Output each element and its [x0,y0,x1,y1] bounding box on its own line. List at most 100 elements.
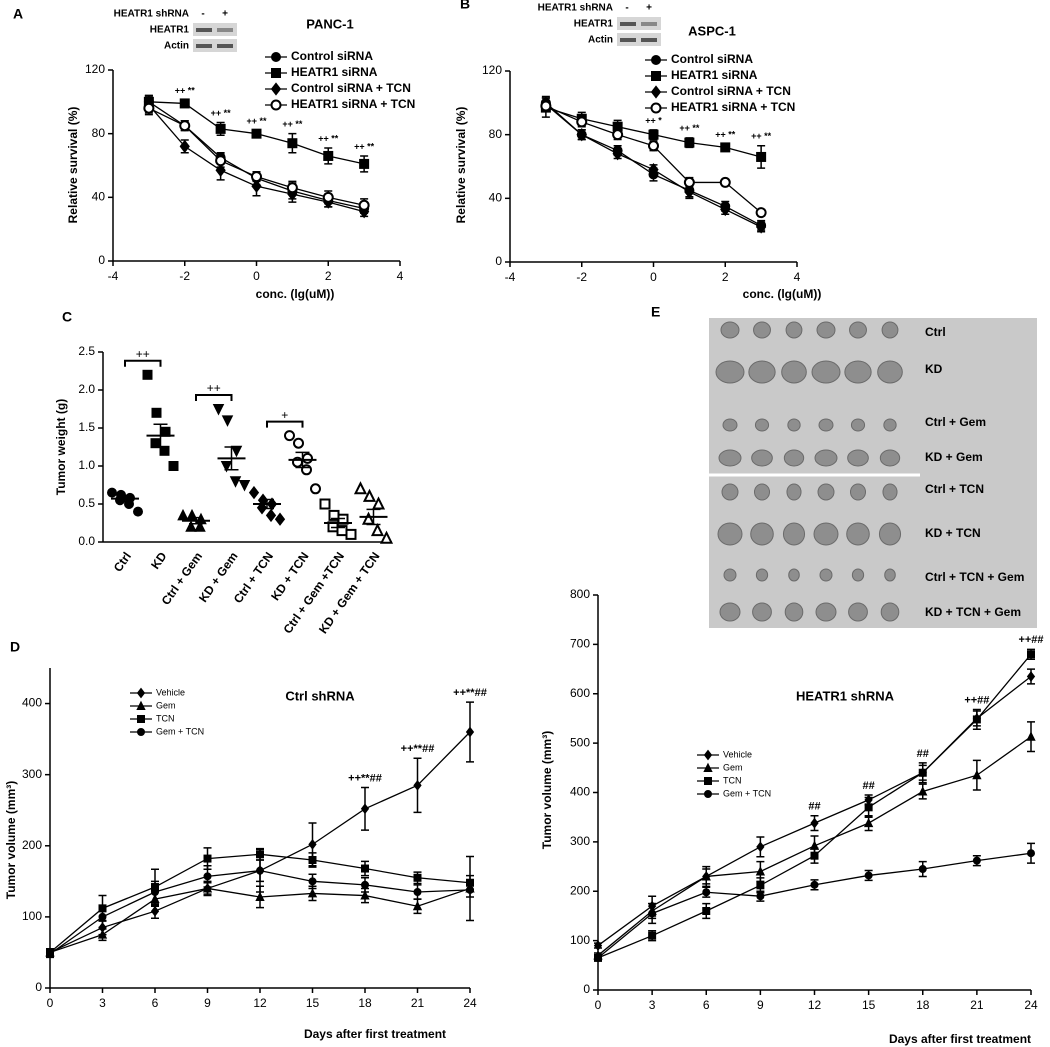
y-tick-label: 0 [35,980,42,994]
marker [972,856,981,865]
y-tick-label: 700 [570,637,590,651]
marker [648,129,659,140]
y-axis-label: Tumor volume (mm³) [540,731,554,849]
marker [137,715,145,723]
x-tick-label: 2 [722,270,729,284]
legend-label: Gem [156,700,176,710]
annotation: ++ ** [175,86,196,96]
blot-lane: + [222,9,228,20]
tumor [718,449,742,467]
chart-title: PANC-1 [306,16,353,31]
marker [359,158,370,169]
y-tick-label: 300 [22,767,42,781]
y-tick-label: 0 [98,253,105,267]
photo-label: Ctrl [925,325,946,339]
marker [810,817,819,829]
tumor [816,321,836,339]
sem-bar [331,517,345,529]
tumor [846,522,870,546]
annotation: ## [808,801,820,813]
annotation: ## [917,748,929,760]
x-tick-label: 3 [649,998,656,1012]
tumor [813,522,839,546]
x-tick-label: Ctrl [111,550,134,575]
tumor [787,418,801,432]
x-tick-label: 9 [204,996,211,1010]
marker [319,498,331,510]
x-axis-label: conc. (lg(uM)) [256,287,335,301]
legend-label: Gem + TCN [156,726,204,736]
tumor [755,568,769,582]
marker [215,123,226,134]
marker [185,520,197,532]
legend-label: Control siRNA [671,52,753,66]
marker [221,415,234,427]
marker [202,883,213,893]
marker [684,185,695,199]
y-tick-label: 300 [570,834,590,848]
chart-title: HEATR1 shRNA [796,688,895,703]
annotation: ++ ** [715,130,736,140]
tumor [784,602,804,622]
sem-bar [366,508,381,526]
marker [251,179,262,193]
legend-label: Control siRNA [291,49,373,63]
tumor [722,418,738,432]
marker [142,369,153,380]
y-tick-label: 0 [583,982,590,996]
marker [612,147,623,161]
marker [287,138,298,149]
tumor [849,483,867,501]
blot-row: HEATR1 [150,25,190,36]
tumor [715,360,745,384]
marker [46,949,54,958]
legend-label: Vehicle [723,749,752,759]
panel-letter: B [460,0,470,12]
x-tick-label: KD [148,549,170,572]
marker [137,728,145,736]
y-tick-label: 2.0 [78,382,95,396]
tumor [880,602,900,622]
y-tick-label: 80 [92,126,106,140]
tumor [851,568,865,582]
tumor [723,568,737,582]
tumor [750,522,774,546]
marker [274,512,286,526]
bracket [124,359,162,367]
x-tick-label: 3 [99,996,106,1010]
x-tick-label: 24 [463,996,477,1010]
x-tick-label: 15 [306,996,320,1010]
tumor [817,483,835,501]
tumor [882,483,898,501]
y-axis-label: Relative survival (%) [454,107,468,224]
photo-label: KD + TCN [925,526,981,540]
marker [194,520,206,532]
y-axis-label: Tumor weight (g) [54,399,68,495]
y-tick-label: 200 [22,838,42,852]
tumor [811,360,841,384]
y-tick-label: 400 [22,696,42,710]
x-axis-label: Days after first treatment [889,1032,1031,1046]
photo-label: Ctrl + TCN [925,482,984,496]
marker [918,865,927,874]
tumor [848,602,868,622]
marker [612,129,624,141]
annotation: ++## [1018,634,1043,646]
marker [361,880,369,889]
marker [229,476,242,488]
y-tick-label: 500 [570,735,590,749]
marker [271,68,281,78]
marker [133,506,143,517]
tumor [819,568,833,582]
x-tick-label: 6 [152,996,159,1010]
y-axis-label: Tumor volume (mm³) [4,781,18,899]
panel-letter: C [62,309,72,325]
marker [650,85,662,99]
marker [703,762,713,772]
marker [358,199,370,211]
x-tick-label: 21 [970,998,984,1012]
marker [230,445,243,458]
tumor [814,449,838,467]
series-line [49,731,471,954]
marker [177,508,189,521]
